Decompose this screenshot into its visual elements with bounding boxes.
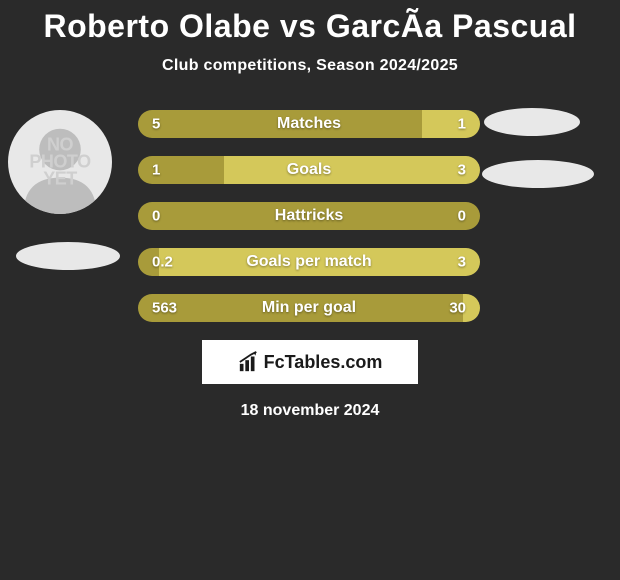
branding-text: FcTables.com	[264, 352, 383, 373]
bar-value-right: 30	[449, 300, 466, 317]
team-oval-right-2	[482, 160, 594, 188]
bar-value-left: 5	[152, 116, 160, 133]
stat-bar-row: Matches 5 1	[138, 110, 480, 138]
stat-bar-row: Goals 1 3	[138, 156, 480, 184]
stat-bar-row: Goals per match 0.2 3	[138, 248, 480, 276]
comparison-content: NO PHOTO YET Matches 5 1 Goals 1 3 Hattricks 0 0…	[0, 110, 620, 420]
chart-icon	[238, 351, 260, 373]
stat-bars: Matches 5 1 Goals 1 3 Hattricks 0 0 Goals per mat…	[138, 110, 480, 322]
bar-value-left: 1	[152, 162, 160, 179]
bar-value-right: 3	[458, 162, 466, 179]
bar-label: Min per goal	[262, 299, 356, 317]
subtitle: Club competitions, Season 2024/2025	[0, 57, 620, 75]
bar-label: Hattricks	[275, 207, 343, 225]
no-photo-label: NO PHOTO YET	[29, 136, 90, 187]
bar-label: Goals per match	[246, 253, 371, 271]
bar-value-right: 0	[458, 208, 466, 225]
bar-value-right: 3	[458, 254, 466, 271]
stat-bar-row: Hattricks 0 0	[138, 202, 480, 230]
stat-bar-row: Min per goal 563 30	[138, 294, 480, 322]
bar-value-left: 0	[152, 208, 160, 225]
player-left-avatar: NO PHOTO YET	[8, 110, 112, 214]
page-title: Roberto Olabe vs GarcÃ­a Pascual	[0, 0, 620, 45]
date-label: 18 november 2024	[0, 402, 620, 420]
bar-value-left: 0.2	[152, 254, 173, 271]
team-oval-left	[16, 242, 120, 270]
team-oval-right-1	[484, 108, 580, 136]
bar-segment-right	[422, 110, 480, 138]
branding-box: FcTables.com	[202, 340, 418, 384]
bar-segment-left	[138, 156, 224, 184]
bar-label: Goals	[287, 161, 331, 179]
bar-value-left: 563	[152, 300, 177, 317]
bar-label: Matches	[277, 115, 341, 133]
bar-segment-right	[224, 156, 481, 184]
avatar-circle: NO PHOTO YET	[8, 110, 112, 214]
bar-value-right: 1	[458, 116, 466, 133]
